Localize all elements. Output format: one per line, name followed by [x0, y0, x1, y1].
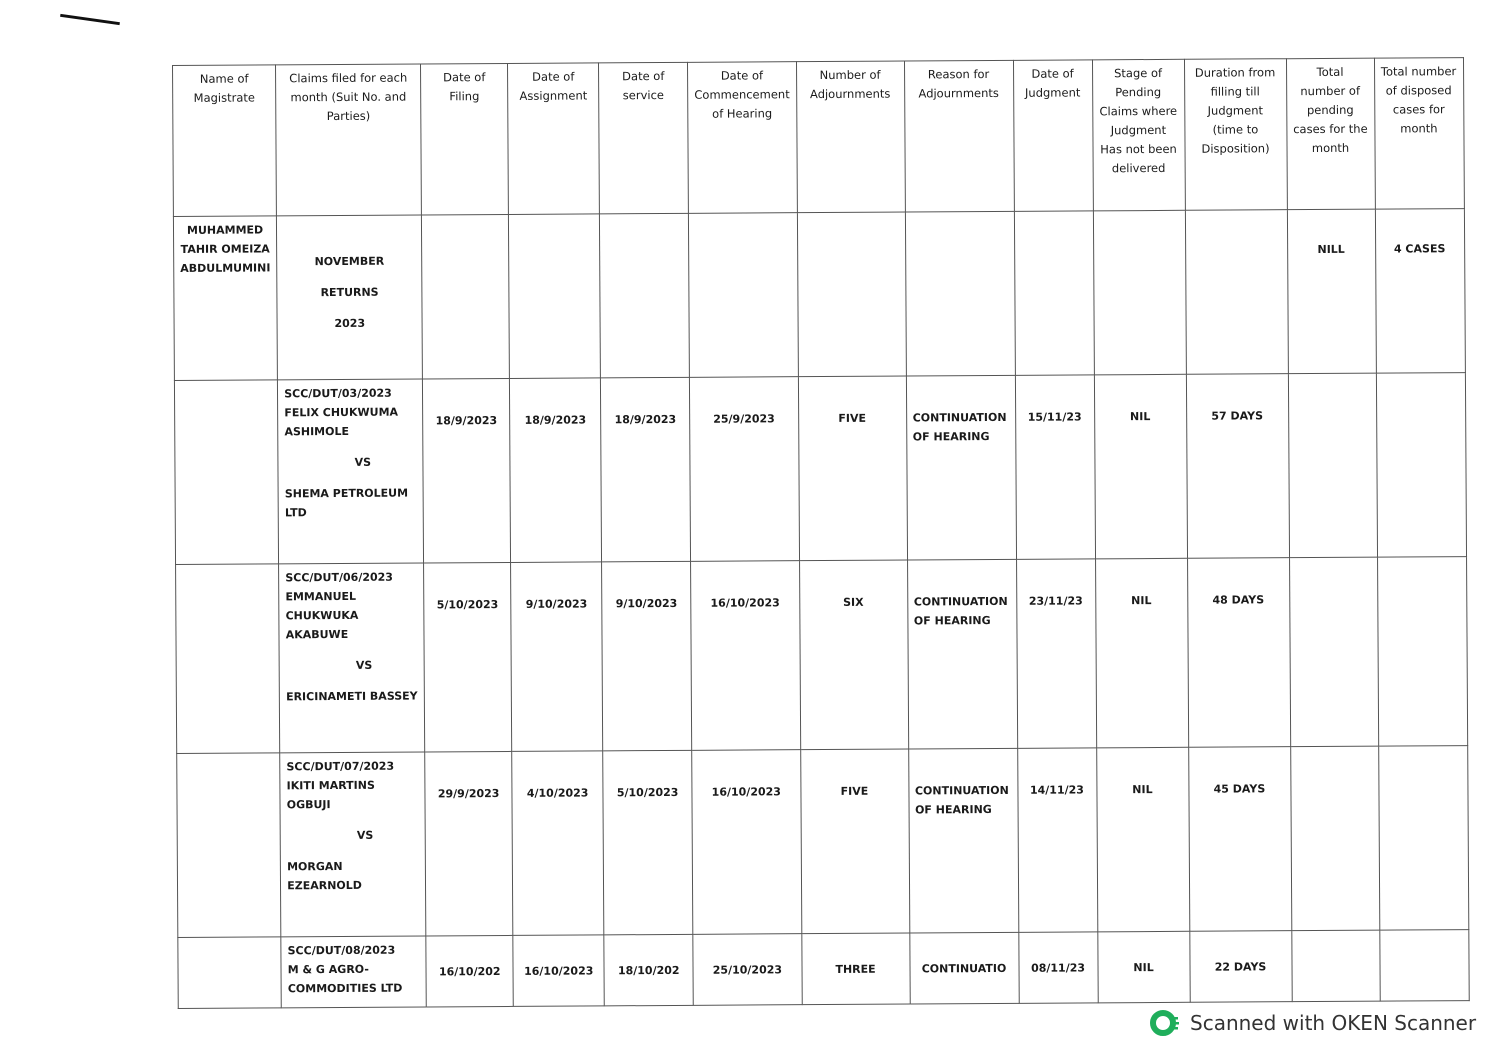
- reason: CONTINUATION OF HEARING: [908, 748, 1019, 934]
- adjournments: FIVE: [800, 749, 910, 934]
- oken-scanner-logo-icon: [1150, 1010, 1179, 1036]
- adjournments: FIVE: [797, 376, 908, 561]
- service-date: 18/9/2023: [600, 377, 691, 562]
- reason: CONTINUATION OF HEARING: [905, 375, 1017, 561]
- case-parties: SCC/DUT/06/2023 EMMANUEL CHUKWUKA AKABUWE…: [278, 562, 425, 753]
- pending-total: NILL: [1286, 209, 1376, 374]
- header-cell: Date of Assignment: [507, 62, 600, 215]
- header-cell: Total number of pending cases for the mo…: [1285, 58, 1375, 210]
- header-row: Name of Magistrate Claims filed for each…: [172, 57, 1464, 217]
- header-cell: Reason for Adjournments: [903, 60, 1014, 213]
- judgment-date: 15/11/23: [1014, 374, 1096, 560]
- header-cell: Claims filed for each month (Suit No. an…: [275, 63, 422, 216]
- month-label: NOVEMBER RETURNS 2023: [276, 214, 423, 380]
- returns-table: Name of Magistrate Claims filed for each…: [172, 57, 1469, 1009]
- assignment-date: 9/10/2023: [510, 561, 603, 752]
- assignment-date: 4/10/2023: [511, 750, 605, 936]
- adjournments: SIX: [799, 560, 909, 750]
- header-cell: Date of Filing: [420, 63, 509, 215]
- header-cell: Date of Commencement of Hearing: [687, 61, 797, 214]
- duration: 57 DAYS: [1185, 373, 1290, 559]
- header-cell: Duration from filling till Judgment (tim…: [1183, 58, 1287, 211]
- case-row: SCC/DUT/07/2023 IKITI MARTINS OGBUJI VS MOR…: [176, 745, 1469, 938]
- service-date: 18/10/202: [604, 934, 694, 1006]
- case-row: SCC/DUT/08/2023 M & G AGRO-COMMODITIES LT…: [177, 929, 1469, 1009]
- month-line: NOVEMBER: [314, 254, 385, 269]
- magistrate-name: MUHAMMED TAHIR OMEIZA ABDULMUMINI: [173, 215, 278, 381]
- adjournments: THREE: [801, 933, 910, 1005]
- case-parties: SCC/DUT/03/2023 FELIX CHUKWUMA ASHIMOLE VS…: [277, 378, 424, 564]
- reason: CONTINUATION OF HEARING: [907, 559, 1018, 750]
- assignment-date: 16/10/2023: [513, 934, 605, 1007]
- filing-date: 18/9/2023: [422, 378, 511, 563]
- month-line: 2023: [334, 316, 366, 331]
- duration: 45 DAYS: [1188, 746, 1292, 932]
- judgment-date: 08/11/23: [1018, 931, 1098, 1004]
- duration: 22 DAYS: [1189, 930, 1292, 1003]
- header-cell: Number of Adjournments: [795, 61, 905, 213]
- case-row: SCC/DUT/03/2023 FELIX CHUKWUMA ASHIMOLE VS…: [174, 372, 1467, 565]
- stage: NIL: [1096, 747, 1190, 932]
- commencement-date: 25/9/2023: [689, 376, 800, 562]
- filing-date: 16/10/202: [426, 935, 514, 1007]
- watermark-text: Scanned with OKEN Scanner: [1190, 1011, 1477, 1035]
- commencement-date: 25/10/2023: [693, 933, 802, 1006]
- header-cell: Stage of Pending Claims where Judgment H…: [1091, 59, 1185, 211]
- reason: CONTINUATIO: [909, 932, 1019, 1005]
- service-date: 9/10/2023: [601, 561, 692, 751]
- judgment-date: 14/11/23: [1017, 747, 1098, 933]
- stage: NIL: [1097, 931, 1190, 1003]
- assignment-date: 18/9/2023: [509, 377, 602, 563]
- header-cell: Date of service: [598, 62, 689, 214]
- case-parties: SCC/DUT/08/2023 M & G AGRO-COMMODITIES LT…: [281, 935, 427, 1008]
- header-cell: Name of Magistrate: [172, 64, 277, 217]
- stage: NIL: [1095, 558, 1189, 748]
- filing-date: 5/10/2023: [423, 562, 512, 752]
- commencement-date: 16/10/2023: [691, 749, 802, 935]
- header-cell: Total number of disposed cases for month: [1373, 57, 1464, 210]
- commencement-date: 16/10/2023: [690, 560, 801, 751]
- filing-date: 29/9/2023: [424, 751, 514, 936]
- disposed-total: 4 CASES: [1374, 208, 1465, 374]
- service-date: 5/10/2023: [602, 750, 694, 935]
- case-row: SCC/DUT/06/2023 EMMANUEL CHUKWUKA AKABUWE…: [175, 556, 1468, 754]
- scanner-watermark: Scanned with OKEN Scanner: [1150, 1008, 1476, 1038]
- month-line: RETURNS: [320, 285, 379, 300]
- pen-mark: [60, 13, 120, 26]
- duration: 48 DAYS: [1187, 557, 1291, 748]
- stage: NIL: [1093, 374, 1188, 559]
- judgment-date: 23/11/23: [1016, 558, 1097, 749]
- case-parties: SCC/DUT/07/2023 IKITI MARTINS OGBUJI VS MOR…: [279, 751, 427, 937]
- magistrate-row: MUHAMMED TAHIR OMEIZA ABDULMUMINI NOVEMB…: [173, 208, 1465, 381]
- header-cell: Date of Judgment: [1012, 59, 1093, 212]
